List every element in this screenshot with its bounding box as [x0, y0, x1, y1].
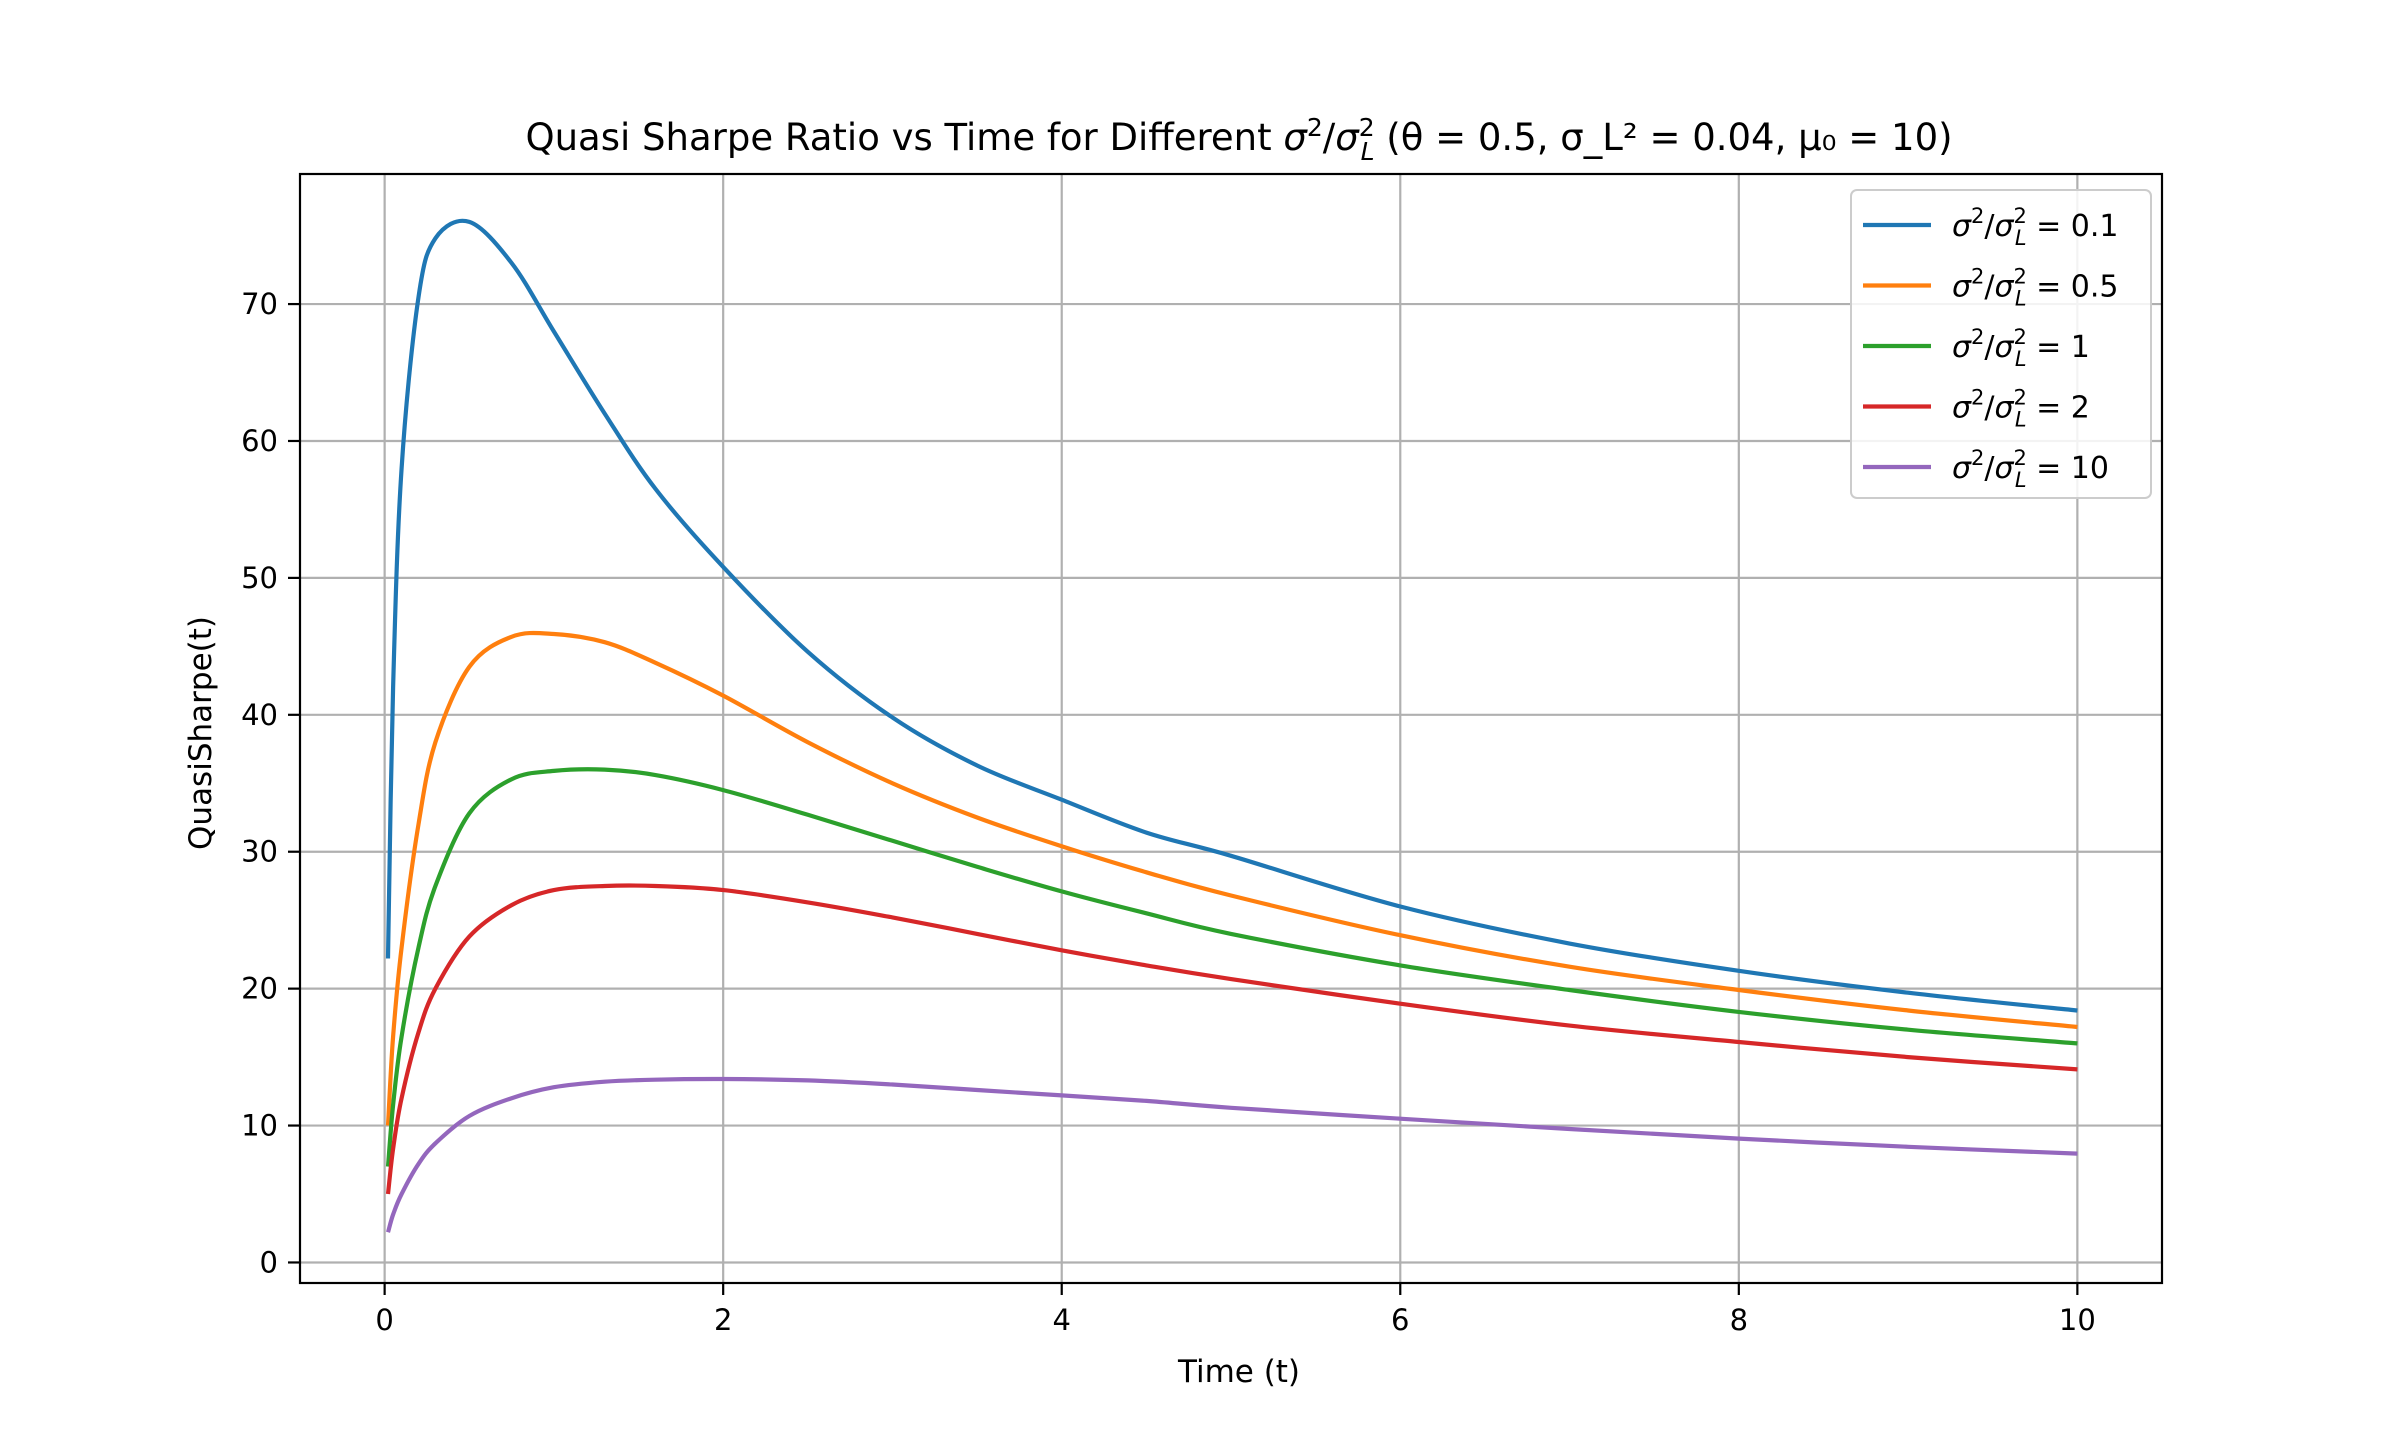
title-param-mu: μ₀ = 10 — [1798, 116, 1938, 159]
series-line-3 — [385, 883, 2078, 1195]
legend-box — [1850, 189, 2152, 499]
legend-label-4: σ2/σ2 L = 10 — [1952, 446, 2109, 492]
legend-label-2: σ2/σ2 L = 1 — [1952, 325, 2090, 371]
title-param-sigma: σ_L² = 0.04 — [1560, 116, 1774, 159]
series-line-1 — [385, 630, 2078, 1126]
y-tick-label: 0 — [260, 1245, 278, 1279]
y-tick-label: 10 — [241, 1109, 278, 1143]
y-tick-label: 30 — [241, 835, 278, 869]
title-prefix: Quasi Sharpe Ratio vs Time for Different — [525, 116, 1283, 159]
legend-label-3: σ2/σ2 L = 2 — [1952, 386, 2090, 432]
y-tick-label: 70 — [241, 287, 278, 321]
series-line-0 — [385, 218, 2078, 1013]
x-tick-label: 8 — [1730, 1303, 1748, 1337]
y-tick-label: 20 — [241, 972, 278, 1006]
y-tick-label: 40 — [241, 698, 278, 732]
chart-title: Quasi Sharpe Ratio vs Time for Different… — [525, 113, 1952, 166]
series-line-2 — [385, 767, 2078, 1167]
x-tick-label: 0 — [375, 1303, 393, 1337]
x-tick-label: 10 — [2059, 1303, 2096, 1337]
title-param-theta: θ = 0.5 — [1401, 116, 1537, 159]
x-tick-label: 2 — [714, 1303, 732, 1337]
series-lines — [385, 218, 2078, 1233]
axes-frame — [298, 172, 2164, 1285]
y-tick-label: 60 — [241, 424, 278, 458]
y-axis-label: QuasiSharpe(t) — [183, 616, 219, 850]
ticks: 0 2 4 6 8 10 0 10 20 30 40 50 60 70 — [241, 287, 2096, 1337]
y-tick-label: 50 — [241, 561, 278, 595]
x-tick-label: 4 — [1053, 1303, 1071, 1337]
legend-label-1: σ2/σ2 L = 0.5 — [1952, 265, 2119, 311]
x-tick-label: 6 — [1391, 1303, 1409, 1337]
legend: σ2/σ2 L = 0.1 σ2/σ2 L = 0.5 σ2/σ2 L = 1 σ2/σ2 L… — [1850, 189, 2152, 499]
series-line-4 — [385, 1076, 2078, 1233]
legend-label-0: σ2/σ2 L = 0.1 — [1952, 204, 2119, 250]
x-axis-label: Time (t) — [1177, 1354, 1300, 1390]
